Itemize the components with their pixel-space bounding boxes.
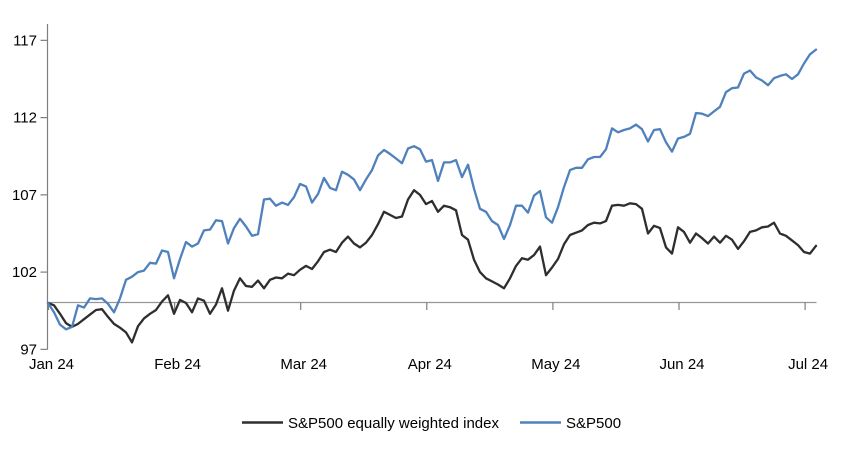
y-tick-label: 112: [13, 110, 37, 127]
y-tick-label: 97: [20, 341, 37, 358]
x-tick-label: Feb 24: [154, 356, 201, 373]
x-tick-label: Jun 24: [659, 356, 704, 373]
series-line-sp500-equal-weight: [46, 189, 818, 344]
legend-label-sp500-equal-weight: S&P500 equally weighted index: [288, 415, 499, 432]
series-line-sp500: [46, 48, 818, 331]
y-tick-label: 117: [13, 32, 37, 49]
x-tick-label: Mar 24: [280, 356, 327, 373]
x-tick-label: May 24: [531, 356, 580, 373]
x-tick-label: Apr 24: [408, 356, 452, 373]
y-tick-label: 102: [12, 264, 37, 281]
x-tick-label: Jul 24: [788, 356, 828, 373]
y-tick-label: 107: [12, 187, 37, 204]
legend-label-sp500: S&P500: [566, 415, 621, 432]
x-tick-label: Jan 24: [29, 356, 74, 373]
